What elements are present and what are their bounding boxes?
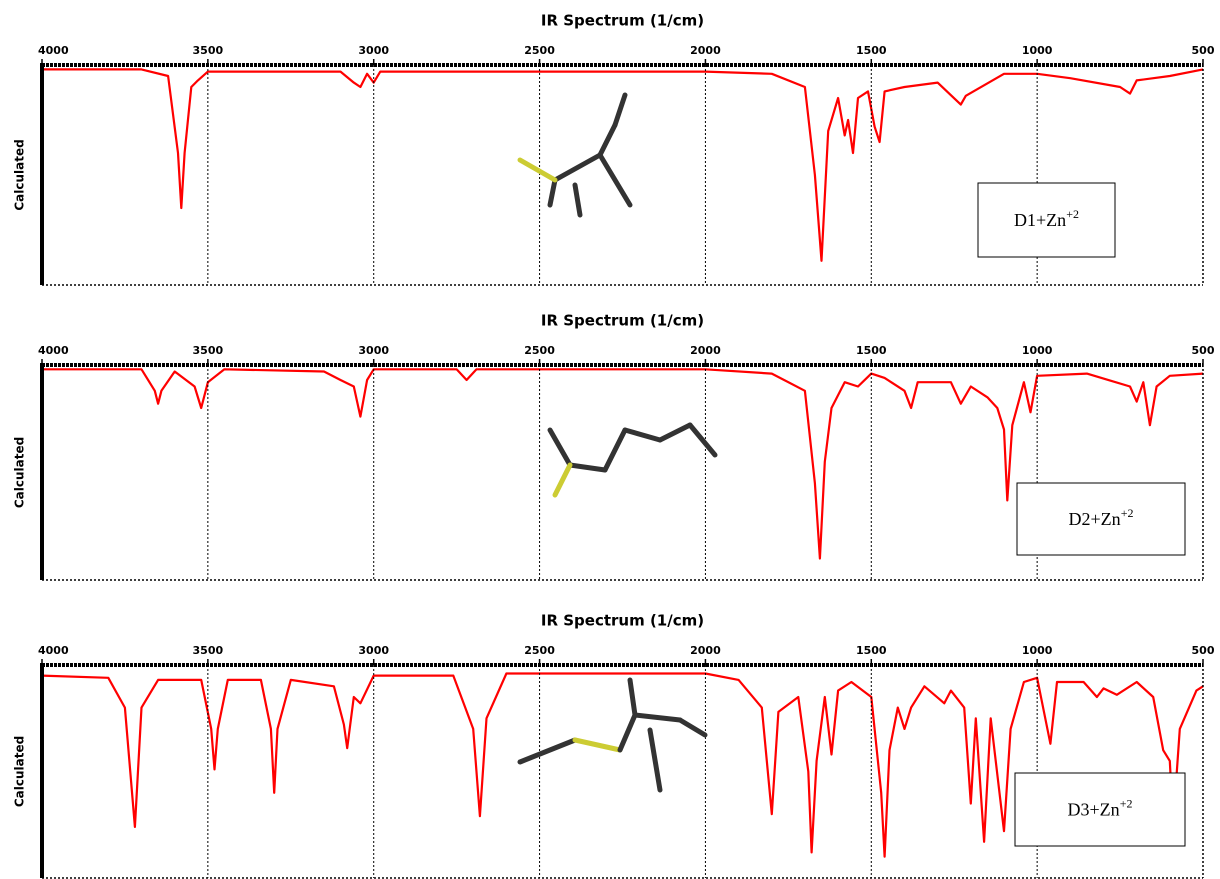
x-tick-label: 3000 xyxy=(358,344,389,357)
x-tick-label: 1500 xyxy=(856,644,887,657)
annotation-superscript: +2 xyxy=(1121,506,1134,520)
chart-title: IR Spectrum (1/cm) xyxy=(541,612,704,630)
molecule xyxy=(520,680,705,790)
x-tick-label: 3500 xyxy=(193,44,224,57)
annotation-superscript: +2 xyxy=(1120,796,1133,810)
x-tick-label: 3500 xyxy=(193,344,224,357)
x-tick-label: 500 xyxy=(1192,344,1215,357)
x-tick-label: 4000 xyxy=(38,644,69,657)
x-tick-label: 3000 xyxy=(358,644,389,657)
chart-title: IR Spectrum (1/cm) xyxy=(541,12,704,30)
y-axis-label: Calculated xyxy=(13,437,27,508)
x-tick-label: 3500 xyxy=(193,644,224,657)
molecule xyxy=(520,95,630,215)
x-tick-label: 500 xyxy=(1192,644,1215,657)
annotation-text: D3+Zn xyxy=(1068,800,1120,820)
x-tick-label: 4000 xyxy=(38,44,69,57)
x-tick-label: 1000 xyxy=(1022,344,1053,357)
x-tick-label: 2500 xyxy=(524,344,555,357)
x-tick-label: 1500 xyxy=(856,344,887,357)
x-tick-label: 1000 xyxy=(1022,44,1053,57)
molecule xyxy=(550,425,715,495)
x-tick-label: 2000 xyxy=(690,344,721,357)
x-tick-label: 2000 xyxy=(690,644,721,657)
y-axis-label: Calculated xyxy=(13,736,27,807)
chart-title: IR Spectrum (1/cm) xyxy=(541,312,704,330)
x-tick-label: 3000 xyxy=(358,44,389,57)
annotation-box: D1+Zn+2 xyxy=(978,183,1115,257)
annotation-superscript: +2 xyxy=(1066,207,1079,221)
x-tick-label: 2500 xyxy=(524,644,555,657)
chart: 500 1000 1500 2000 2500 3000 3500 4000 Calculate… xyxy=(0,0,1220,879)
annotation-text: D2+Zn xyxy=(1069,509,1121,529)
x-tick-label: 4000 xyxy=(38,344,69,357)
annotation-box: D2+Zn+2 xyxy=(1017,483,1185,555)
x-tick-label: 2500 xyxy=(524,44,555,57)
page: {"chart_data": [ {"type": "line", "title… xyxy=(0,0,1220,879)
x-tick-label: 500 xyxy=(1192,44,1215,57)
x-tick-label: 1500 xyxy=(856,44,887,57)
annotation-box: D3+Zn+2 xyxy=(1015,773,1185,846)
y-axis-label: Calculated xyxy=(13,139,27,210)
annotation-text: D1+Zn xyxy=(1014,210,1066,230)
x-tick-label: 2000 xyxy=(690,44,721,57)
x-tick-label: 1000 xyxy=(1022,644,1053,657)
